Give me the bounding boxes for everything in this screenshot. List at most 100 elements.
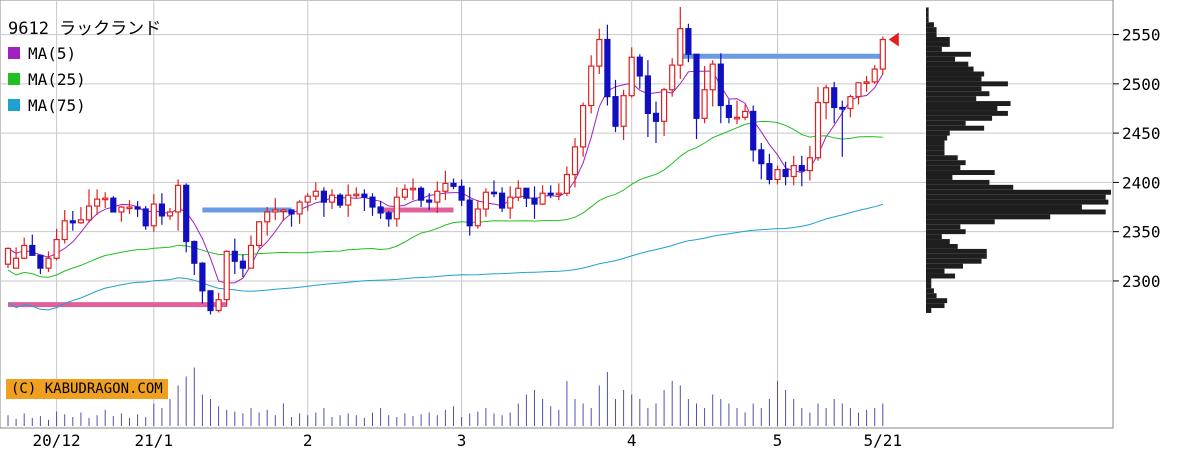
candle-body xyxy=(709,63,716,91)
volume-profile-bar xyxy=(926,12,929,18)
last-price-marker xyxy=(888,32,899,47)
candle-body xyxy=(644,75,652,115)
candle-body xyxy=(215,299,222,312)
volume-profile-bar xyxy=(926,41,950,47)
candle-body xyxy=(725,104,733,118)
candle-body xyxy=(21,244,28,259)
volume-profile-bar xyxy=(926,248,987,254)
candle-body xyxy=(733,116,741,120)
candle-body xyxy=(345,194,352,206)
candle-body xyxy=(337,194,344,206)
candle-body xyxy=(539,192,546,205)
volume-profile-bar xyxy=(926,239,950,244)
candle-body xyxy=(4,247,12,265)
candle-body xyxy=(701,89,708,119)
candle-body xyxy=(175,184,182,213)
volume-profile-bar xyxy=(926,160,966,166)
candle-body xyxy=(547,192,554,196)
candle-body xyxy=(482,191,489,210)
candle-body xyxy=(134,206,141,210)
candle-body xyxy=(77,219,85,224)
candle-body xyxy=(596,38,603,67)
volume-profile-bar xyxy=(926,91,990,97)
volume-profile-bar xyxy=(926,175,953,180)
y-tick-label: 2300 xyxy=(1122,272,1161,291)
candle-body xyxy=(312,190,319,197)
candle-body xyxy=(166,211,174,217)
candle-body xyxy=(839,106,846,110)
y-tick-label: 2400 xyxy=(1122,173,1161,192)
x-tick-label: 2 xyxy=(303,431,313,450)
candle-body xyxy=(636,56,643,77)
volume-profile-bar xyxy=(926,219,995,225)
volume-profile-bar xyxy=(926,204,1082,210)
candle-body xyxy=(207,290,214,312)
volume-profile-bar xyxy=(926,165,961,171)
volume-profile-bar xyxy=(926,199,1109,205)
chart-title: 9612 ラックランド xyxy=(8,18,162,39)
legend-ma5-swatch xyxy=(8,47,20,59)
candle-body xyxy=(239,260,246,269)
y-tick-label: 2350 xyxy=(1122,223,1161,242)
candle-body xyxy=(798,165,805,172)
candle-body xyxy=(741,110,749,118)
copyright-badge: (C) KABUDRAGON.COM xyxy=(6,379,168,399)
candle-body xyxy=(750,110,757,151)
candle-body xyxy=(458,185,465,201)
candle-body xyxy=(29,244,36,256)
candle-body xyxy=(199,262,206,292)
candle-body xyxy=(523,187,530,199)
volume-profile-bar xyxy=(926,51,971,57)
candle-body xyxy=(296,201,303,215)
y-tick-label: 2500 xyxy=(1122,75,1161,94)
volume-profile-bar xyxy=(926,253,987,259)
candle-body xyxy=(774,168,781,181)
volume-profile-bar xyxy=(926,155,958,161)
candle-body xyxy=(69,220,76,224)
volume-profile-bar xyxy=(926,273,956,279)
volume-profile-bar xyxy=(926,22,934,28)
volume-profile-bar xyxy=(926,303,945,309)
candle-body xyxy=(620,95,627,127)
candle-body xyxy=(579,104,587,148)
candle-body xyxy=(53,238,60,259)
candle-body xyxy=(61,220,68,241)
candle-body xyxy=(280,209,287,213)
volume-profile-bar xyxy=(926,81,1008,87)
legend-ma25: MA(25) xyxy=(8,66,161,92)
volume-profile-bar xyxy=(926,76,982,82)
candle-body xyxy=(385,212,392,220)
candle-body xyxy=(223,250,230,301)
candle-body xyxy=(669,64,676,91)
candle-body xyxy=(871,68,878,83)
candle-body xyxy=(264,211,271,223)
candle-body xyxy=(442,182,449,192)
volume-profile-bar xyxy=(926,293,937,299)
legend-ma75-swatch xyxy=(8,99,20,111)
x-tick-label: 3 xyxy=(457,431,467,450)
candle-body xyxy=(353,193,360,197)
volume-profile-bar xyxy=(926,288,934,294)
volume-profile-bar xyxy=(926,194,1106,200)
candle-body xyxy=(150,203,157,227)
candle-body xyxy=(118,206,125,213)
volume-profile-bar xyxy=(926,61,969,67)
legend: 9612 ラックランド MA(5) MA(25) MA(75) xyxy=(8,12,161,118)
candle-body xyxy=(158,203,165,217)
candle-body xyxy=(272,209,279,213)
candle-body xyxy=(612,96,619,127)
volume-profile-bar xyxy=(926,268,945,274)
candle-body xyxy=(806,157,814,172)
volume-profile-bar xyxy=(926,66,974,72)
candle-body xyxy=(831,87,838,109)
x-tick-label: 21/1 xyxy=(135,431,174,450)
y-tick-label: 2450 xyxy=(1122,124,1161,143)
candle-body xyxy=(37,254,44,269)
volume-profile-bar xyxy=(926,184,1014,190)
candle-body xyxy=(231,250,238,262)
volume-profile-bar xyxy=(926,258,982,264)
candle-body xyxy=(466,199,473,227)
volume-profile-bar xyxy=(926,189,1111,195)
